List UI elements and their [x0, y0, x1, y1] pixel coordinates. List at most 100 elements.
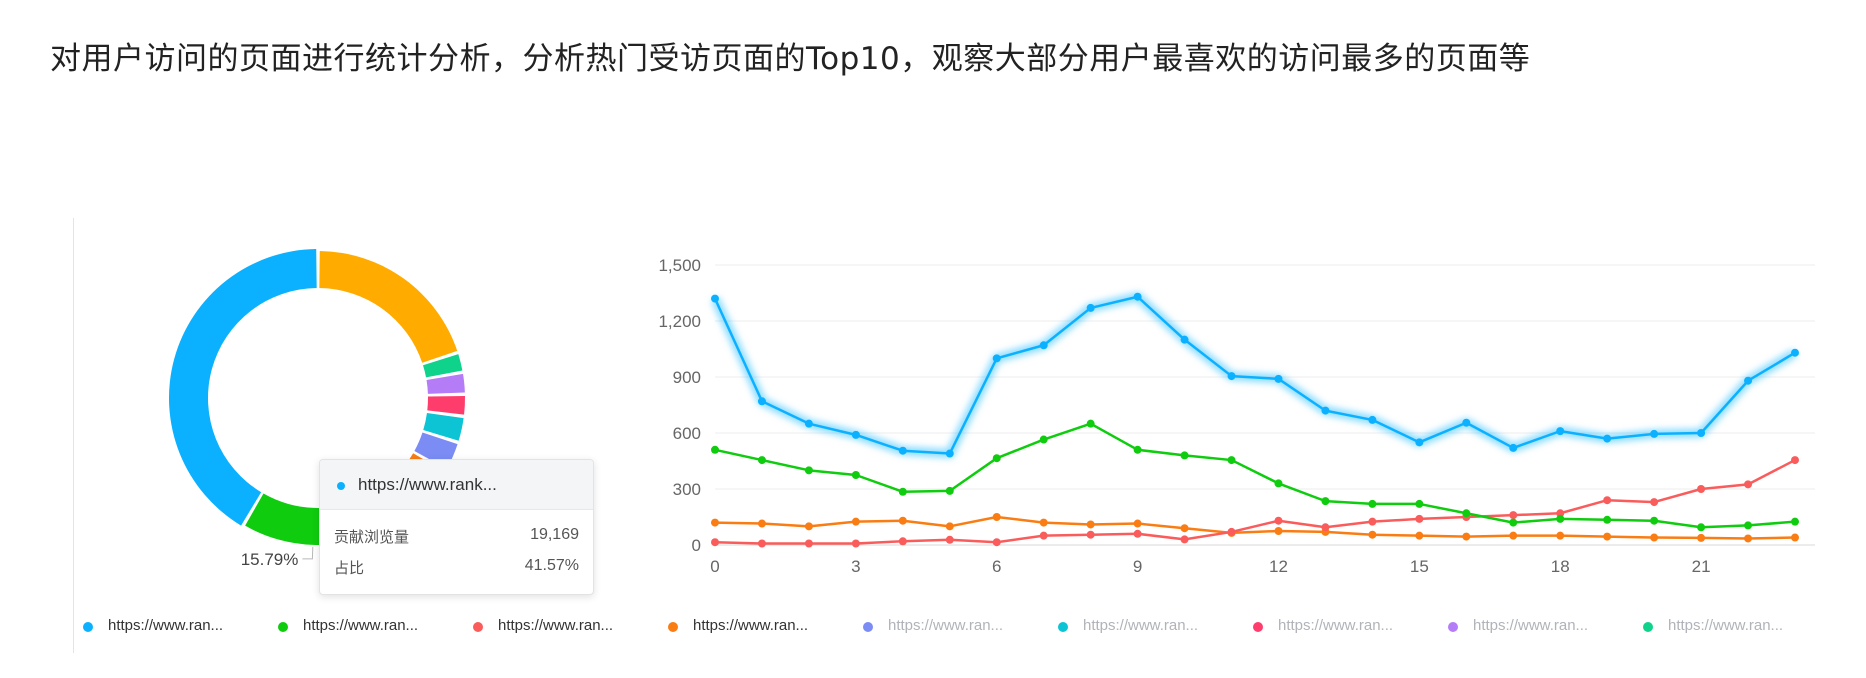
data-point[interactable]	[1415, 438, 1424, 447]
data-point[interactable]	[1509, 443, 1518, 452]
data-point[interactable]	[898, 516, 907, 525]
data-point[interactable]	[804, 539, 813, 548]
data-point[interactable]	[1791, 533, 1799, 542]
data-point[interactable]	[1462, 532, 1471, 541]
data-point[interactable]	[1556, 427, 1565, 436]
donut-slice-1[interactable]	[168, 249, 317, 526]
data-point[interactable]	[1039, 518, 1048, 527]
data-point[interactable]	[804, 419, 813, 428]
data-point[interactable]	[945, 449, 954, 458]
data-point[interactable]	[1321, 406, 1330, 415]
data-point[interactable]	[992, 513, 1001, 521]
legend-label: https://www.ran...	[1473, 617, 1589, 634]
data-point[interactable]	[1650, 429, 1659, 438]
data-point[interactable]	[1086, 520, 1095, 529]
data-point[interactable]	[945, 486, 954, 495]
data-point[interactable]	[1274, 479, 1283, 488]
data-point[interactable]	[757, 397, 766, 406]
data-point[interactable]	[1274, 516, 1283, 525]
data-point[interactable]	[1039, 435, 1048, 444]
data-point[interactable]	[1133, 445, 1142, 454]
data-point[interactable]	[804, 466, 813, 475]
data-point[interactable]	[1556, 514, 1565, 523]
data-point[interactable]	[898, 446, 907, 455]
data-point[interactable]	[757, 456, 766, 465]
data-point[interactable]	[1791, 517, 1799, 526]
data-point[interactable]	[992, 538, 1001, 547]
data-point[interactable]	[711, 518, 719, 527]
data-point[interactable]	[1086, 303, 1095, 312]
data-point[interactable]	[898, 537, 907, 546]
data-point[interactable]	[1509, 531, 1518, 540]
data-point[interactable]	[1650, 498, 1659, 507]
data-point[interactable]	[1462, 418, 1471, 427]
data-point[interactable]	[1368, 499, 1377, 508]
data-point[interactable]	[711, 294, 719, 303]
data-point[interactable]	[1791, 456, 1799, 465]
data-point[interactable]	[1039, 531, 1048, 540]
data-point[interactable]	[1509, 518, 1518, 527]
data-point[interactable]	[1180, 535, 1189, 544]
data-point[interactable]	[1650, 516, 1659, 525]
data-point[interactable]	[1368, 530, 1377, 539]
data-point[interactable]	[1227, 372, 1236, 381]
data-point[interactable]	[1791, 348, 1799, 357]
data-point[interactable]	[1086, 419, 1095, 428]
data-point[interactable]	[1274, 374, 1283, 383]
data-point[interactable]	[1180, 451, 1189, 460]
data-point[interactable]	[1133, 519, 1142, 528]
data-point[interactable]	[1227, 456, 1236, 465]
data-point[interactable]	[1321, 497, 1330, 506]
data-point[interactable]	[1227, 527, 1236, 536]
data-point[interactable]	[1462, 509, 1471, 518]
data-point[interactable]	[992, 454, 1001, 463]
data-point[interactable]	[851, 430, 860, 439]
data-point[interactable]	[804, 522, 813, 531]
data-point[interactable]	[1368, 415, 1377, 424]
data-point[interactable]	[1650, 533, 1659, 542]
data-point[interactable]	[992, 354, 1001, 363]
data-point[interactable]	[757, 539, 766, 548]
data-point[interactable]	[1744, 376, 1753, 385]
data-point[interactable]	[1697, 523, 1706, 532]
data-point[interactable]	[1415, 499, 1424, 508]
data-point[interactable]	[1133, 529, 1142, 538]
data-point[interactable]	[1744, 521, 1753, 530]
data-point[interactable]	[1180, 524, 1189, 533]
data-point[interactable]	[851, 471, 860, 479]
data-point[interactable]	[898, 487, 907, 496]
data-point[interactable]	[1603, 532, 1612, 541]
data-point[interactable]	[1744, 480, 1753, 489]
data-point[interactable]	[945, 535, 954, 544]
data-point[interactable]	[1415, 531, 1424, 540]
data-point[interactable]	[851, 517, 860, 526]
data-point[interactable]	[711, 538, 719, 547]
donut-slice-10[interactable]	[319, 251, 458, 363]
data-point[interactable]	[1509, 511, 1518, 520]
data-point[interactable]	[851, 539, 860, 548]
data-point[interactable]	[1133, 292, 1142, 301]
data-point[interactable]	[1556, 509, 1565, 518]
data-point[interactable]	[711, 445, 719, 454]
data-point[interactable]	[1368, 517, 1377, 526]
donut-slice-8[interactable]	[426, 373, 465, 394]
donut-slice-7[interactable]	[427, 395, 466, 415]
data-point[interactable]	[1321, 523, 1330, 532]
data-point[interactable]	[1697, 485, 1706, 493]
data-point[interactable]	[1415, 514, 1424, 523]
donut-slice-9[interactable]	[423, 354, 463, 378]
data-point[interactable]	[1697, 429, 1706, 437]
data-point[interactable]	[1603, 434, 1612, 443]
data-point[interactable]	[1039, 341, 1048, 350]
data-point[interactable]	[1274, 527, 1283, 535]
data-point[interactable]	[1744, 534, 1753, 543]
data-point[interactable]	[1086, 530, 1095, 539]
donut-slice-6[interactable]	[423, 413, 464, 441]
data-point[interactable]	[1697, 533, 1706, 542]
data-point[interactable]	[1180, 335, 1189, 344]
data-point[interactable]	[1556, 531, 1565, 540]
data-point[interactable]	[1603, 515, 1612, 524]
data-point[interactable]	[757, 519, 766, 528]
data-point[interactable]	[945, 522, 954, 531]
data-point[interactable]	[1603, 496, 1612, 505]
